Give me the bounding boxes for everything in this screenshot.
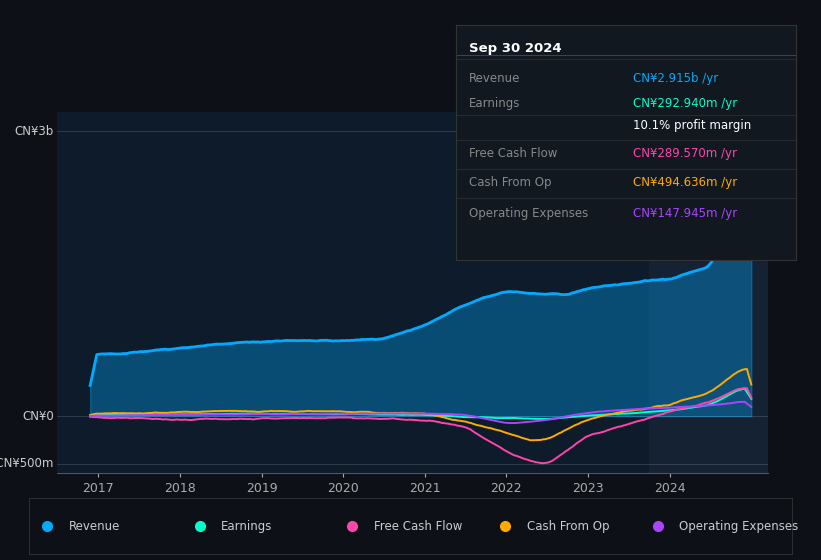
Text: -CN¥500m: -CN¥500m [0, 457, 54, 470]
Text: CN¥0: CN¥0 [22, 410, 54, 423]
Text: Revenue: Revenue [470, 72, 521, 85]
Text: Free Cash Flow: Free Cash Flow [470, 147, 557, 160]
Text: CN¥2.915b /yr: CN¥2.915b /yr [633, 72, 718, 85]
Text: Revenue: Revenue [68, 520, 120, 533]
Text: CN¥3b: CN¥3b [15, 124, 54, 138]
Text: Cash From Op: Cash From Op [470, 176, 552, 189]
Bar [649, 112, 768, 473]
Text: Earnings: Earnings [221, 520, 273, 533]
Text: CN¥292.940m /yr: CN¥292.940m /yr [633, 97, 737, 110]
Text: 10.1% profit margin: 10.1% profit margin [633, 119, 751, 132]
Text: CN¥494.636m /yr: CN¥494.636m /yr [633, 176, 737, 189]
Text: Operating Expenses: Operating Expenses [679, 520, 799, 533]
Text: Earnings: Earnings [470, 97, 521, 110]
Text: Operating Expenses: Operating Expenses [470, 207, 589, 220]
Text: Cash From Op: Cash From Op [526, 520, 609, 533]
Text: CN¥147.945m /yr: CN¥147.945m /yr [633, 207, 737, 220]
Text: CN¥289.570m /yr: CN¥289.570m /yr [633, 147, 736, 160]
Text: Sep 30 2024: Sep 30 2024 [470, 41, 562, 55]
Text: Free Cash Flow: Free Cash Flow [374, 520, 462, 533]
